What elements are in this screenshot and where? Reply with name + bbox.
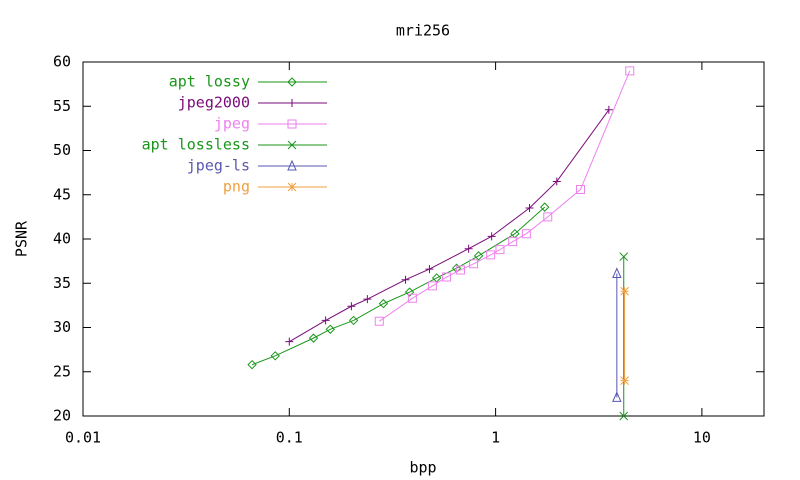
marker	[427, 281, 437, 291]
x-tick-label: 0.1	[276, 429, 303, 447]
legend-label: jpeg	[214, 115, 250, 133]
marker	[620, 286, 629, 296]
marker	[287, 119, 297, 129]
marker	[487, 232, 496, 241]
marker	[469, 259, 479, 269]
series-line	[378, 70, 631, 322]
marker	[287, 140, 297, 150]
marker	[612, 391, 622, 402]
marker	[486, 250, 496, 260]
marker	[619, 411, 629, 421]
marker	[247, 359, 257, 370]
y-tick-label: 20	[53, 407, 71, 425]
marker	[270, 351, 280, 361]
marker	[576, 184, 586, 194]
marker	[374, 316, 384, 326]
marker	[325, 324, 335, 334]
marker	[347, 302, 356, 311]
series-line	[289, 109, 610, 343]
marker	[363, 295, 372, 304]
y-tick-label: 35	[53, 274, 71, 292]
series-line	[251, 206, 546, 366]
marker	[508, 237, 518, 247]
marker	[539, 202, 550, 212]
marker	[456, 265, 466, 275]
y-tick-label: 60	[53, 53, 71, 71]
marker	[407, 293, 417, 303]
y-tick-label: 30	[53, 318, 71, 336]
marker	[348, 315, 359, 326]
marker	[495, 245, 505, 255]
legend-label: jpeg-ls	[187, 157, 250, 175]
x-axis-label: bpp	[409, 459, 436, 477]
marker	[287, 182, 297, 192]
marker	[604, 105, 613, 114]
y-tick-label: 25	[53, 362, 71, 380]
marker	[404, 287, 415, 297]
y-tick-label: 55	[53, 97, 71, 115]
marker	[441, 272, 451, 282]
marker	[464, 244, 473, 253]
marker	[287, 159, 297, 171]
marker	[321, 316, 330, 325]
plot-frame	[82, 61, 765, 417]
x-tick-label: 10	[693, 429, 711, 447]
marker	[285, 337, 294, 346]
y-tick-label: 45	[53, 185, 71, 203]
marker	[288, 99, 296, 107]
y-axis-label: PSNR	[13, 220, 31, 257]
marker	[612, 267, 622, 279]
legend-label: png	[223, 178, 250, 196]
marker	[543, 212, 553, 222]
marker	[473, 251, 484, 261]
marker	[525, 204, 534, 213]
marker	[401, 275, 410, 284]
legend-label: jpeg2000	[178, 94, 250, 112]
marker	[287, 77, 297, 87]
marker	[620, 376, 629, 385]
marker	[521, 229, 531, 239]
x-tick-label: 1	[491, 429, 500, 447]
y-tick-label: 40	[53, 230, 71, 248]
marker	[552, 177, 561, 186]
legend-label: apt lossless	[142, 136, 250, 154]
marker	[378, 298, 389, 309]
marker	[625, 66, 635, 76]
marker	[308, 333, 319, 343]
chart-title: mri256	[396, 22, 450, 40]
marker	[619, 252, 629, 262]
y-tick-label: 50	[53, 141, 71, 159]
marker	[425, 265, 434, 274]
legend-label: apt lossy	[169, 73, 250, 91]
x-tick-label: 0.01	[65, 429, 101, 447]
